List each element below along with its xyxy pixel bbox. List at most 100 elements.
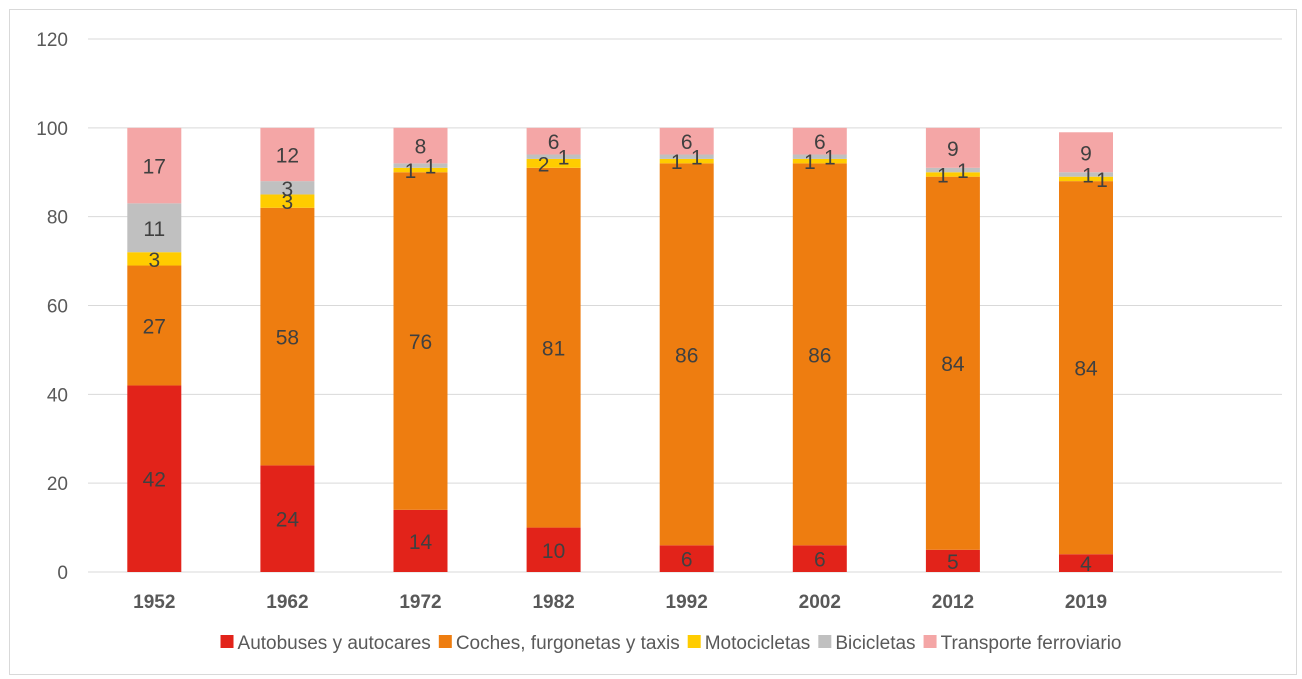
bar-segment [127, 385, 182, 572]
x-tick-label: 2012 [932, 592, 974, 613]
bar-segment [526, 527, 581, 572]
data-label: 12 [276, 144, 299, 167]
data-label: 3 [148, 249, 160, 272]
bar-segment [393, 172, 448, 510]
data-label: 76 [409, 331, 432, 354]
data-label: 9 [947, 138, 959, 161]
bar-segment [127, 127, 182, 204]
legend-item: Motocicletas [687, 633, 811, 654]
data-label: 84 [941, 353, 965, 376]
legend-swatch [438, 635, 452, 648]
legend-swatch [220, 635, 234, 648]
bar-segment [792, 158, 847, 164]
y-tick-label: 40 [47, 385, 68, 406]
data-label: 1 [671, 151, 683, 174]
bar-segment [792, 545, 847, 572]
data-label: 3 [282, 191, 294, 214]
bar-segment [792, 154, 847, 159]
bar-segment [393, 509, 448, 572]
x-tick-label: 2002 [799, 592, 841, 613]
x-tick-label: 1962 [266, 592, 308, 613]
data-label: 9 [1080, 142, 1092, 165]
data-label: 1 [691, 147, 703, 170]
legend-label: Coches, furgonetas y taxis [456, 633, 680, 654]
data-label: 3 [282, 178, 294, 201]
data-label: 6 [681, 131, 693, 154]
x-tick-label: 2019 [1065, 592, 1107, 613]
data-label: 1 [1096, 169, 1108, 192]
y-tick-label: 0 [57, 563, 68, 584]
y-tick-label: 120 [36, 30, 68, 51]
legend-label: Motocicletas [705, 633, 811, 654]
x-tick-label: 1982 [532, 592, 574, 613]
x-axis-ticks: 1952 1962 1972 1982 1992 2002 2012 2019 [133, 592, 1107, 613]
data-label: 17 [143, 156, 166, 179]
bar-segment [526, 154, 581, 159]
legend-item: Autobuses y autocares [220, 633, 431, 654]
data-label: 86 [675, 344, 698, 367]
data-label: 1 [558, 147, 570, 170]
bar-segment [127, 203, 182, 253]
data-label: 58 [276, 327, 299, 350]
x-tick-label: 1952 [133, 592, 175, 613]
data-label: 6 [681, 549, 693, 572]
bar-segment [260, 207, 315, 466]
bar-segment [393, 167, 448, 173]
bar-segment [260, 181, 315, 195]
bar-segment [526, 158, 581, 168]
y-tick-label: 20 [47, 474, 68, 495]
data-label: 1 [957, 160, 969, 183]
y-tick-label: 80 [47, 208, 68, 229]
bar-segment [792, 127, 847, 155]
x-tick-label: 1992 [666, 592, 708, 613]
bar-segment [659, 163, 714, 546]
bar-segment [1059, 554, 1113, 572]
bar-segment [792, 163, 847, 546]
legend-label: Bicicletas [835, 633, 915, 654]
bar-segment [659, 158, 714, 164]
bar-segment [127, 252, 182, 266]
legend-swatch [687, 635, 701, 648]
legend-label: Transporte ferroviario [941, 633, 1122, 654]
data-label: 24 [276, 509, 300, 532]
legend-item: Coches, furgonetas y taxis [438, 633, 680, 654]
data-label: 4 [1080, 553, 1092, 576]
legend-swatch [923, 635, 937, 648]
data-label: 14 [409, 531, 433, 554]
bar-segment [925, 172, 980, 177]
data-label: 81 [542, 338, 565, 361]
data-label: 1 [804, 151, 816, 174]
bar-segment [260, 194, 315, 208]
legend: Autobuses y autocares Coches, furgonetas … [220, 633, 1122, 654]
bars-layer [127, 127, 1113, 572]
bar-segment [1059, 132, 1113, 173]
bar-segment [925, 127, 980, 168]
bar-segment [925, 549, 980, 572]
data-label: 84 [1074, 358, 1098, 381]
y-tick-label: 100 [36, 119, 68, 140]
data-label: 8 [415, 136, 427, 159]
data-label: 11 [143, 218, 165, 241]
bar-segment [925, 167, 980, 173]
data-label: 10 [542, 540, 565, 563]
data-label: 1 [405, 160, 417, 183]
data-label: 1 [937, 164, 949, 187]
bar-segment [526, 127, 581, 155]
legend-swatch [818, 635, 832, 648]
bar-segment [659, 127, 714, 155]
bar-segment [260, 465, 315, 572]
bar-segment [1059, 176, 1113, 182]
x-tick-label: 1972 [399, 592, 441, 613]
bar-segment [925, 176, 980, 550]
legend-item: Transporte ferroviario [923, 633, 1122, 654]
data-label: 42 [143, 469, 166, 492]
data-label: 6 [814, 549, 826, 572]
bar-segment [393, 127, 448, 164]
data-label: 1 [1082, 164, 1094, 187]
bar-segment [1059, 172, 1113, 177]
bar-segment [127, 265, 182, 386]
legend-label: Autobuses y autocares [238, 633, 431, 654]
data-label: 2 [538, 153, 550, 176]
y-tick-label: 60 [47, 297, 68, 318]
